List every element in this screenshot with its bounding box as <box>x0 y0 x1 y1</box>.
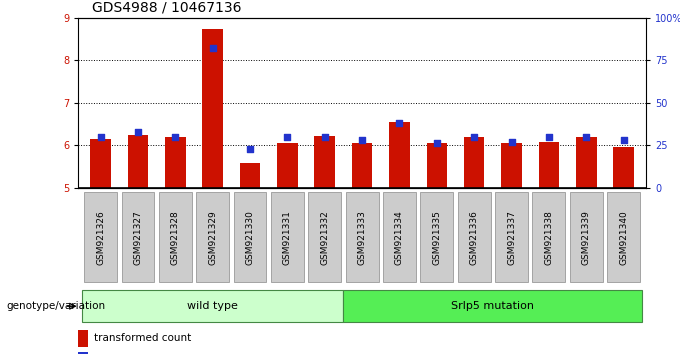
Bar <box>240 164 260 188</box>
FancyBboxPatch shape <box>197 192 229 282</box>
Text: GSM921336: GSM921336 <box>470 210 479 265</box>
Point <box>170 134 181 139</box>
Text: GSM921338: GSM921338 <box>545 210 554 265</box>
Bar <box>165 137 186 188</box>
Text: GSM921330: GSM921330 <box>245 210 254 265</box>
Text: GSM921329: GSM921329 <box>208 210 217 264</box>
FancyBboxPatch shape <box>122 192 154 282</box>
Text: GSM921331: GSM921331 <box>283 210 292 265</box>
Point <box>543 134 554 139</box>
Point <box>282 134 293 139</box>
FancyBboxPatch shape <box>532 192 565 282</box>
Bar <box>389 122 410 188</box>
Point <box>245 146 256 152</box>
FancyBboxPatch shape <box>343 290 643 322</box>
Bar <box>128 135 148 188</box>
Point <box>469 134 479 139</box>
Point <box>581 134 592 139</box>
Point <box>133 129 143 135</box>
Text: GSM921333: GSM921333 <box>358 210 367 265</box>
Bar <box>539 142 559 188</box>
FancyBboxPatch shape <box>607 192 640 282</box>
Point <box>431 141 442 146</box>
Bar <box>352 143 373 188</box>
Point <box>207 45 218 51</box>
FancyBboxPatch shape <box>495 192 528 282</box>
Point <box>95 134 106 139</box>
Point <box>618 137 629 143</box>
Bar <box>78 352 88 354</box>
Bar <box>314 136 335 188</box>
FancyBboxPatch shape <box>159 192 192 282</box>
Text: transformed count: transformed count <box>94 333 191 343</box>
Bar <box>203 29 223 188</box>
FancyBboxPatch shape <box>308 192 341 282</box>
FancyBboxPatch shape <box>82 290 343 322</box>
Point <box>394 120 405 126</box>
Bar <box>464 137 484 188</box>
Text: Srlp5 mutation: Srlp5 mutation <box>452 301 534 311</box>
FancyBboxPatch shape <box>458 192 490 282</box>
Point <box>506 139 517 144</box>
Bar <box>576 137 596 188</box>
Point <box>320 134 330 139</box>
Text: genotype/variation: genotype/variation <box>7 301 106 311</box>
Text: GSM921337: GSM921337 <box>507 210 516 265</box>
Text: GSM921340: GSM921340 <box>619 210 628 264</box>
Text: GSM921332: GSM921332 <box>320 210 329 264</box>
Point <box>356 137 367 143</box>
Bar <box>78 330 88 347</box>
Bar <box>90 139 111 188</box>
FancyBboxPatch shape <box>234 192 267 282</box>
Text: GSM921334: GSM921334 <box>395 210 404 264</box>
FancyBboxPatch shape <box>345 192 379 282</box>
FancyBboxPatch shape <box>84 192 117 282</box>
Bar <box>613 147 634 188</box>
Bar <box>277 143 298 188</box>
FancyBboxPatch shape <box>570 192 602 282</box>
Text: GSM921326: GSM921326 <box>96 210 105 264</box>
Text: GDS4988 / 10467136: GDS4988 / 10467136 <box>92 0 241 14</box>
Text: wild type: wild type <box>187 301 238 311</box>
Text: GSM921339: GSM921339 <box>581 210 591 265</box>
Text: GSM921328: GSM921328 <box>171 210 180 264</box>
FancyBboxPatch shape <box>271 192 304 282</box>
Bar <box>426 143 447 188</box>
FancyBboxPatch shape <box>383 192 416 282</box>
Text: GSM921335: GSM921335 <box>432 210 441 265</box>
Text: GSM921327: GSM921327 <box>133 210 143 264</box>
Bar <box>501 143 522 188</box>
FancyBboxPatch shape <box>420 192 454 282</box>
